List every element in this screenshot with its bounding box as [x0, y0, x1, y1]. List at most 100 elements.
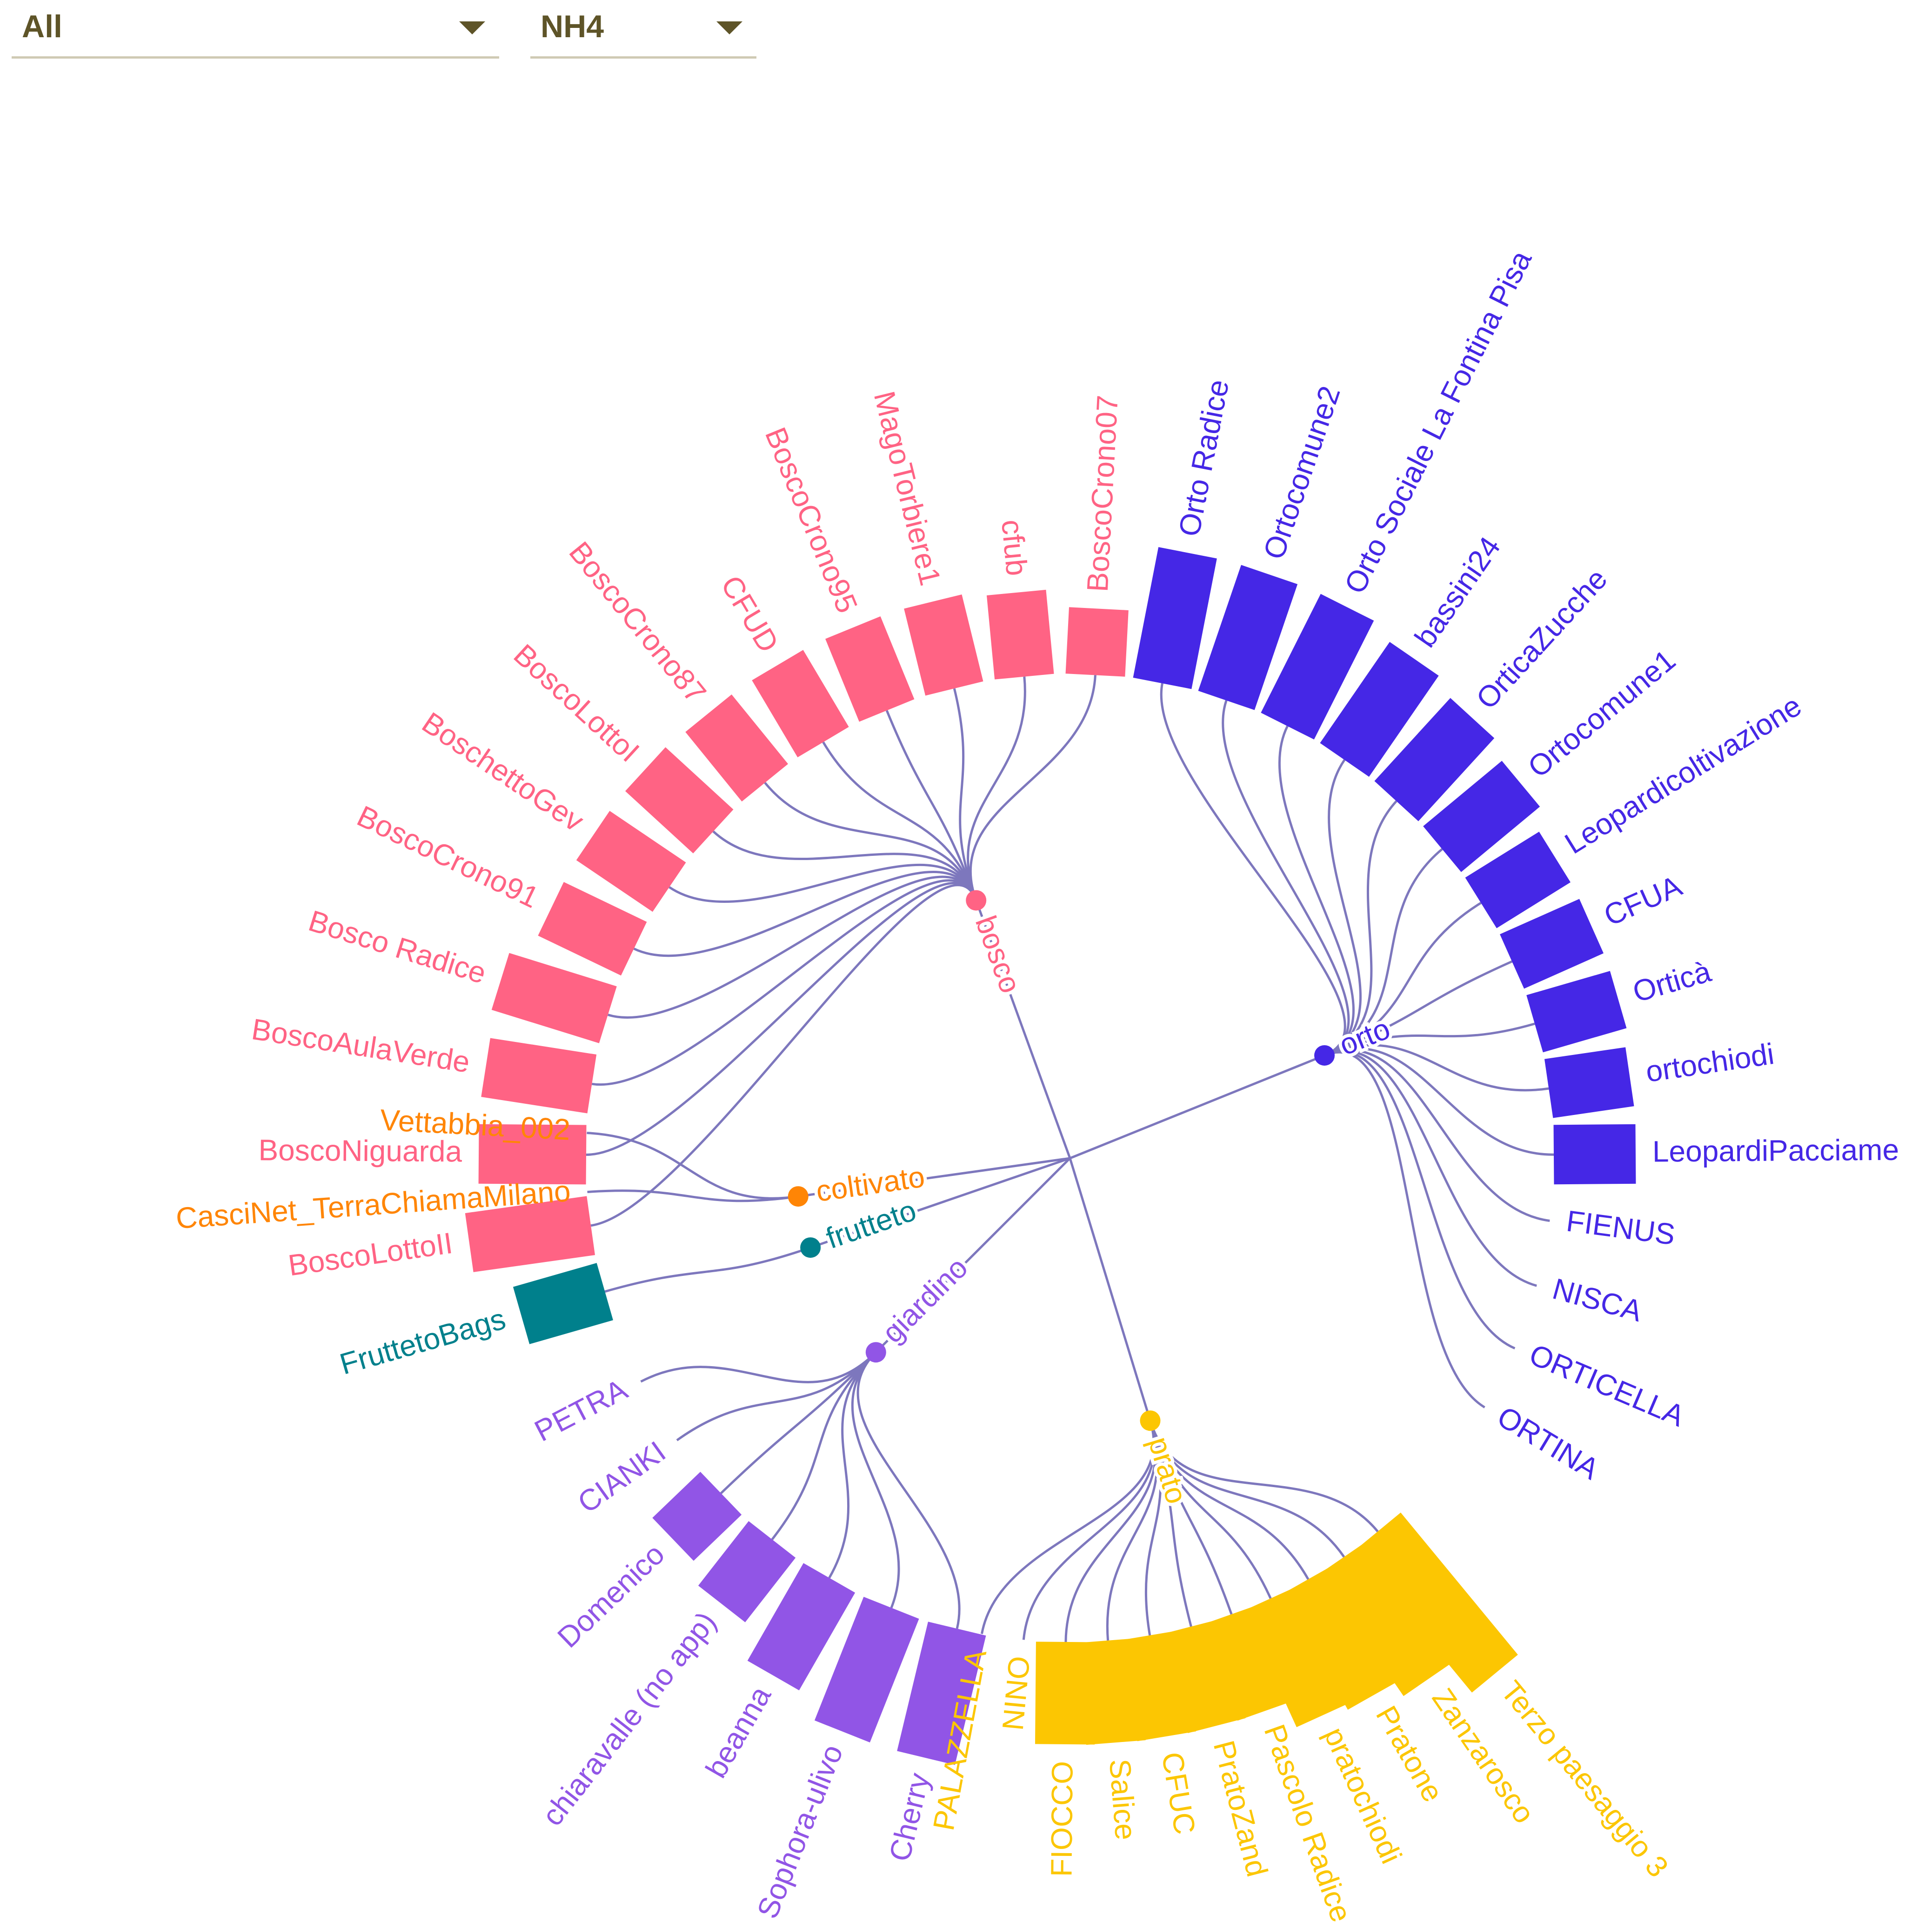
bars-layer: [465, 547, 1636, 1765]
leaf-link: [981, 1420, 1155, 1635]
bar-prato[interactable]: [1282, 1564, 1400, 1710]
group-node-orto[interactable]: [1314, 1045, 1335, 1066]
bar-orto[interactable]: [1544, 1047, 1634, 1118]
leaf-label: CIANKI: [572, 1435, 672, 1520]
bar-bosco[interactable]: [478, 1124, 587, 1185]
leaf-label: Terzo paesaggio 3: [1494, 1675, 1675, 1883]
leaf-link: [885, 710, 977, 901]
leaf-label: PETRA: [529, 1372, 633, 1448]
leaf-label: Ortocomune1: [1522, 643, 1682, 784]
bar-bosco[interactable]: [538, 882, 647, 976]
leaf-label: OrticaZucche: [1470, 562, 1614, 715]
bar-bosco[interactable]: [752, 650, 849, 758]
leaf-label: ORTICELLA: [1524, 1337, 1690, 1433]
bar-giardino[interactable]: [652, 1472, 742, 1561]
bar-orto[interactable]: [1465, 832, 1571, 928]
bar-prato[interactable]: [1319, 1540, 1453, 1696]
group-label-bosco: bosco: [969, 911, 1028, 997]
bar-bosco[interactable]: [491, 953, 617, 1043]
leaf-label: BoschettoGev: [416, 706, 590, 838]
parameter-select[interactable]: NH4: [530, 4, 756, 59]
bar-orto[interactable]: [1423, 761, 1540, 872]
leaf-link: [953, 688, 977, 901]
leaf-link: [764, 782, 977, 901]
group-node-coltivato[interactable]: [788, 1186, 809, 1207]
leaf-link: [669, 863, 977, 903]
leaf-link: [1064, 1420, 1157, 1642]
leaf-link: [851, 1351, 900, 1608]
bar-orto[interactable]: [1500, 899, 1604, 989]
bar-bosco[interactable]: [685, 694, 789, 802]
leaf-label: bassini24: [1408, 531, 1507, 654]
bar-prato[interactable]: [1355, 1512, 1518, 1693]
bar-prato[interactable]: [1203, 1604, 1294, 1721]
group-label-giardino: giardino: [876, 1251, 974, 1349]
leaf-link: [1106, 1420, 1158, 1641]
root-link-coltivato: [798, 1157, 1070, 1198]
group-node-frutteto[interactable]: [800, 1237, 821, 1258]
bar-orto[interactable]: [1261, 594, 1374, 740]
leaf-link: [608, 875, 977, 1019]
leaf-link: [586, 882, 977, 1156]
bar-orto[interactable]: [1374, 698, 1495, 821]
leaf-link: [1324, 1049, 1550, 1222]
leaf-link: [640, 1351, 877, 1383]
chevron-down-icon: [716, 21, 742, 34]
group-node-giardino[interactable]: [865, 1342, 886, 1363]
bar-bosco[interactable]: [625, 747, 734, 854]
leaf-label: Orticà: [1629, 954, 1715, 1009]
root-link-orto: [1070, 1054, 1325, 1160]
leaf-link: [1324, 1022, 1535, 1057]
leaf-label: LeopardiPacciame: [1652, 1133, 1899, 1168]
leaf-link: [969, 675, 1096, 901]
leaf-label: Sophora-ulivo: [750, 1740, 849, 1922]
group-select[interactable]: All: [12, 4, 499, 59]
leaf-label: Orto Sociale La Fontina Pisa: [1338, 245, 1538, 599]
leaf-link: [1149, 1420, 1192, 1627]
bar-orto[interactable]: [1198, 565, 1298, 710]
bar-orto[interactable]: [1320, 641, 1439, 777]
root-link-giardino: [875, 1157, 1071, 1353]
leaf-link: [856, 1351, 961, 1629]
bar-prato[interactable]: [1035, 1642, 1096, 1745]
leaf-link: [967, 676, 1026, 901]
leaf-link: [1144, 1420, 1162, 1636]
bar-giardino[interactable]: [897, 1622, 986, 1765]
bar-prato[interactable]: [1243, 1586, 1351, 1728]
bar-bosco[interactable]: [481, 1038, 597, 1114]
leaf-link: [1324, 901, 1482, 1057]
leaf-label: Bosco Radice: [305, 904, 490, 990]
leaf-link: [1149, 1420, 1233, 1615]
bar-frutteto[interactable]: [513, 1263, 613, 1344]
bar-giardino[interactable]: [698, 1521, 796, 1622]
leaf-link: [1149, 1420, 1379, 1533]
leaf-link: [1149, 1420, 1272, 1599]
leaf-link: [633, 870, 977, 957]
leaf-link: [1324, 759, 1362, 1057]
bar-giardino[interactable]: [747, 1563, 856, 1690]
bar-bosco[interactable]: [904, 594, 983, 696]
leaf-link: [822, 741, 977, 901]
leaf-label: CFUA: [1599, 869, 1687, 933]
leaf-link: [1160, 683, 1346, 1057]
bar-bosco[interactable]: [465, 1196, 595, 1272]
group-node-bosco[interactable]: [966, 890, 987, 911]
leaf-label: ortochiodi: [1644, 1037, 1776, 1088]
parameter-select-value: NH4: [541, 9, 604, 44]
bar-orto[interactable]: [1133, 547, 1217, 689]
leaf-link: [1324, 848, 1443, 1057]
leaf-label: CFUD: [715, 570, 786, 658]
root-link-bosco: [975, 900, 1071, 1159]
bar-orto[interactable]: [1553, 1124, 1636, 1185]
bar-bosco[interactable]: [576, 811, 686, 912]
bar-giardino[interactable]: [814, 1596, 919, 1742]
bar-orto[interactable]: [1526, 971, 1627, 1053]
leaf-link: [676, 1351, 877, 1442]
leaf-label: Domenico: [551, 1537, 671, 1654]
bar-bosco[interactable]: [1065, 607, 1129, 677]
bar-bosco[interactable]: [986, 589, 1054, 680]
leaf-link: [1222, 700, 1350, 1057]
bar-bosco[interactable]: [825, 616, 915, 722]
group-select-value: All: [22, 9, 62, 44]
group-node-prato[interactable]: [1140, 1410, 1161, 1431]
